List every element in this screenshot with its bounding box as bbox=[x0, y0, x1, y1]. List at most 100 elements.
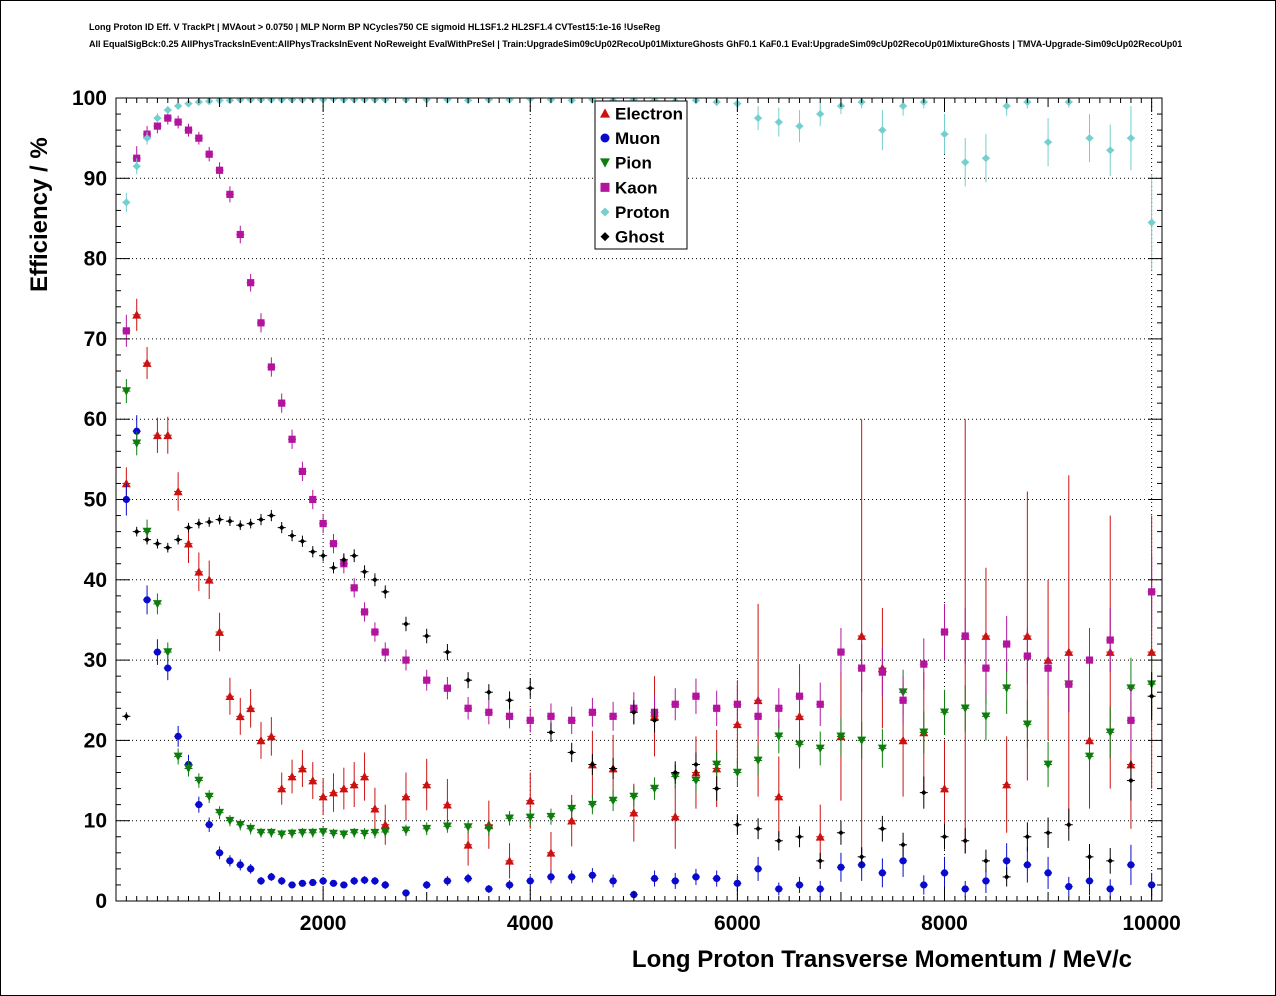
data-point-marker bbox=[329, 879, 338, 887]
data-point-marker bbox=[505, 881, 514, 889]
data-point-marker bbox=[1085, 752, 1095, 761]
data-point-marker bbox=[257, 877, 265, 885]
data-point-marker bbox=[734, 821, 741, 828]
data-point-marker bbox=[588, 708, 596, 716]
data-point-marker bbox=[1003, 640, 1011, 648]
data-point-marker bbox=[898, 735, 908, 745]
data-point-marker bbox=[164, 114, 172, 122]
data-point-marker bbox=[402, 889, 410, 897]
data-point-marker bbox=[1085, 134, 1094, 143]
data-point-marker bbox=[1085, 877, 1094, 885]
data-point-marker bbox=[266, 731, 276, 741]
data-point-marker bbox=[444, 649, 451, 655]
data-point-marker bbox=[1128, 777, 1134, 784]
data-point-marker bbox=[121, 387, 131, 396]
data-point-marker bbox=[774, 118, 783, 127]
data-point-marker bbox=[547, 873, 555, 881]
data-point-marker bbox=[631, 709, 637, 716]
data-point-marker bbox=[225, 691, 235, 701]
data-point-marker bbox=[174, 732, 182, 740]
data-point-marker bbox=[1065, 680, 1073, 688]
series-kaon bbox=[122, 111, 1156, 753]
data-point-marker bbox=[309, 495, 317, 504]
data-point-marker bbox=[381, 881, 389, 889]
legend-label: Ghost bbox=[615, 228, 664, 247]
data-point-marker bbox=[163, 430, 173, 440]
data-point-marker bbox=[133, 528, 140, 535]
data-point-marker bbox=[484, 824, 494, 834]
data-point-marker bbox=[372, 577, 378, 583]
data-point-marker bbox=[486, 689, 492, 696]
data-point-marker bbox=[351, 552, 357, 559]
series-muon bbox=[122, 415, 1156, 899]
data-point-marker bbox=[776, 837, 782, 844]
data-point-marker bbox=[360, 772, 370, 781]
data-point-marker bbox=[235, 711, 245, 721]
data-point-marker bbox=[878, 668, 886, 676]
data-point-marker bbox=[1065, 821, 1072, 828]
data-point-marker bbox=[257, 319, 265, 327]
data-point-marker bbox=[857, 736, 867, 745]
data-point-marker bbox=[143, 134, 152, 143]
data-point-marker bbox=[506, 697, 513, 704]
data-point-marker bbox=[815, 744, 825, 753]
data-point-marker bbox=[837, 648, 845, 656]
data-point-marker bbox=[692, 692, 700, 700]
y-tick-label: 60 bbox=[84, 408, 107, 431]
data-point-marker bbox=[206, 519, 213, 525]
data-point-marker bbox=[258, 516, 264, 523]
data-point-marker bbox=[235, 820, 245, 830]
data-point-marker bbox=[546, 812, 556, 822]
data-point-marker bbox=[940, 784, 950, 793]
data-point-marker bbox=[183, 539, 193, 548]
data-point-marker bbox=[691, 776, 701, 786]
data-point-marker bbox=[693, 761, 699, 768]
data-point-marker bbox=[587, 800, 597, 810]
data-point-marker bbox=[350, 877, 358, 885]
data-point-marker bbox=[732, 768, 742, 778]
data-point-marker bbox=[463, 840, 473, 849]
data-point-marker bbox=[961, 632, 969, 640]
data-point-marker bbox=[816, 110, 825, 119]
legend-entry-electron: Electron bbox=[600, 104, 683, 123]
data-point-marker bbox=[236, 861, 244, 869]
data-point-marker bbox=[463, 823, 473, 832]
data-point-marker bbox=[132, 439, 142, 448]
y-tick-label: 80 bbox=[84, 248, 107, 271]
data-point-marker bbox=[226, 190, 234, 198]
data-point-marker bbox=[940, 628, 949, 636]
data-point-marker bbox=[370, 828, 380, 838]
x-tick-label: 6000 bbox=[714, 912, 761, 935]
data-point-marker bbox=[267, 363, 275, 371]
data-point-marker bbox=[670, 812, 680, 821]
data-point-marker bbox=[650, 784, 660, 794]
data-point-marker bbox=[1127, 861, 1135, 869]
data-point-marker bbox=[370, 804, 380, 813]
data-point-marker bbox=[194, 776, 204, 786]
data-point-marker bbox=[1086, 854, 1093, 860]
y-tick-label: 40 bbox=[84, 569, 107, 592]
data-point-marker bbox=[671, 700, 679, 708]
y-tick-label: 100 bbox=[72, 87, 107, 110]
data-point-marker bbox=[858, 664, 866, 672]
data-point-marker bbox=[651, 717, 658, 724]
y-axis-title: Efficiency / % bbox=[26, 137, 53, 292]
data-point-marker bbox=[423, 881, 431, 889]
plot-title-line2: All EqualSigBck:0.25 AllPhysTracksInEven… bbox=[89, 39, 1183, 49]
legend-label: Pion bbox=[615, 154, 652, 173]
data-point-marker bbox=[143, 596, 151, 604]
legend-entry-muon: Muon bbox=[600, 129, 660, 148]
data-point-marker bbox=[319, 519, 327, 528]
data-point-marker bbox=[195, 134, 203, 142]
data-point-marker bbox=[299, 538, 306, 545]
data-point-marker bbox=[1022, 720, 1032, 729]
data-point-marker bbox=[733, 700, 741, 708]
data-point-marker bbox=[289, 532, 295, 539]
x-tick-label: 10000 bbox=[1122, 912, 1180, 935]
legend-label: Muon bbox=[615, 129, 660, 148]
data-point-marker bbox=[423, 633, 430, 639]
data-point-marker bbox=[309, 878, 317, 887]
x-axis-title: Long Proton Transverse Momentum / MeV/c bbox=[632, 946, 1132, 973]
data-point-marker bbox=[204, 575, 214, 584]
